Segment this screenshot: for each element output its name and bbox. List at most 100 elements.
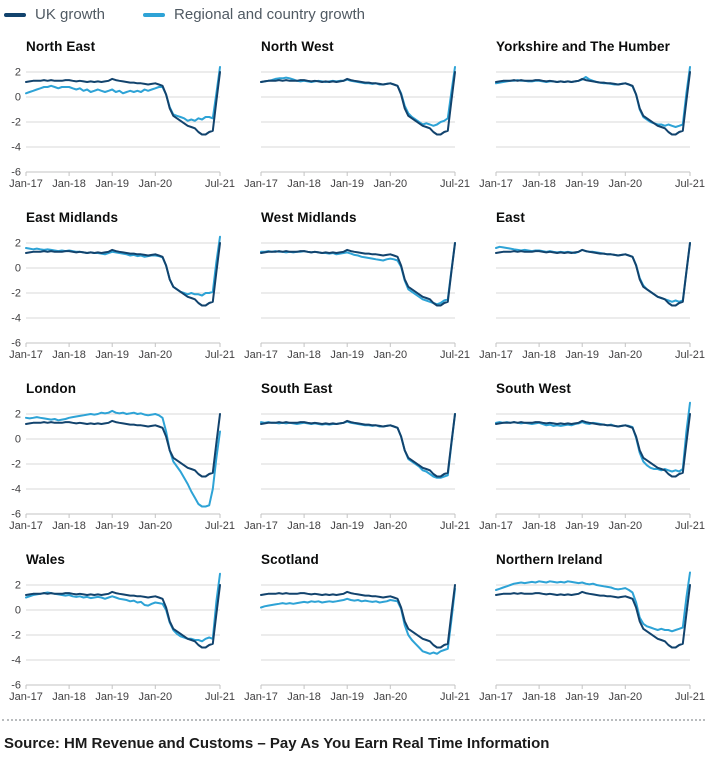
svg-text:-6: -6	[11, 509, 21, 521]
svg-text:Jan-20: Jan-20	[373, 178, 407, 190]
panel-title-scotland: Scotland	[261, 552, 319, 567]
panel-title-north-east: North East	[26, 39, 96, 54]
svg-text:2: 2	[15, 238, 21, 250]
panel-title-northern-ireland: Northern Ireland	[496, 552, 603, 567]
chart-panel-yorkshire-and-the-humber: Yorkshire and The Humber Jan-17 Jan-18 Jan…	[472, 39, 705, 190]
svg-text:-2: -2	[11, 117, 21, 129]
source-text: Source: HM Revenue and Customs – Pay As …	[4, 735, 550, 752]
svg-text:Jan-18: Jan-18	[522, 691, 556, 703]
svg-text:Jan-17: Jan-17	[244, 520, 278, 532]
panel-title-west-midlands: West Midlands	[261, 210, 357, 225]
svg-text:Jan-17: Jan-17	[244, 691, 278, 703]
svg-text:Jul-21: Jul-21	[675, 178, 705, 190]
chart-panel-northern-ireland: Northern Ireland Jan-17 Jan-18 Jan-19 Jan-2…	[472, 552, 705, 703]
svg-text:Jul-21: Jul-21	[205, 691, 235, 703]
svg-text:Jan-17: Jan-17	[9, 349, 43, 361]
svg-text:-6: -6	[11, 338, 21, 350]
svg-text:Jan-18: Jan-18	[52, 691, 86, 703]
svg-text:Jan-17: Jan-17	[244, 178, 278, 190]
line-chart-west-midlands: Jan-17 Jan-18 Jan-19 Jan-20 Jul-21	[244, 242, 470, 361]
svg-text:Jan-18: Jan-18	[522, 178, 556, 190]
chart-panel-east: East Jan-17 Jan-18 Jan-19 Jan-20 Jul-21	[472, 210, 705, 361]
uk-line-swatch	[4, 12, 26, 17]
svg-text:Jul-21: Jul-21	[205, 520, 235, 532]
svg-text:Jul-21: Jul-21	[440, 178, 470, 190]
panel-title-wales: Wales	[26, 552, 66, 567]
svg-text:-4: -4	[11, 655, 21, 667]
svg-text:0: 0	[15, 434, 21, 446]
svg-text:Jan-18: Jan-18	[522, 520, 556, 532]
svg-text:Jan-19: Jan-19	[565, 520, 599, 532]
svg-text:Jan-19: Jan-19	[330, 178, 364, 190]
legend-label-regional-growth: Regional and country growth	[174, 6, 365, 23]
svg-text:0: 0	[15, 263, 21, 275]
svg-text:Jan-17: Jan-17	[479, 520, 513, 532]
svg-text:Jan-18: Jan-18	[52, 349, 86, 361]
svg-text:Jan-20: Jan-20	[138, 691, 172, 703]
chart-panel-south-west: South West Jan-17 Jan-18 Jan-19 Jan-20 Jul-2…	[472, 381, 705, 532]
panel-title-london: London	[26, 381, 77, 396]
line-chart-south-west: Jan-17 Jan-18 Jan-19 Jan-20 Jul-21	[479, 401, 705, 532]
svg-text:Jan-18: Jan-18	[287, 349, 321, 361]
chart-legend: UK growth Regional and country growth	[2, 4, 705, 23]
line-chart-east: Jan-17 Jan-18 Jan-19 Jan-20 Jul-21	[479, 242, 705, 361]
chart-panel-west-midlands: West Midlands Jan-17 Jan-18 Jan-19 Jan-20 Ju…	[237, 210, 470, 361]
svg-text:Jan-17: Jan-17	[244, 349, 278, 361]
svg-text:Jul-21: Jul-21	[675, 520, 705, 532]
chart-panel-south-east: South East Jan-17 Jan-18 Jan-19 Jan-20 Jul-2…	[237, 381, 470, 532]
svg-text:Jan-20: Jan-20	[608, 178, 642, 190]
svg-text:-2: -2	[11, 630, 21, 642]
chart-panel-wales: Wales 2 0 -2 -4 -6 Jan-17 Jan-18 Jan-19 Jan-20 Ju…	[2, 552, 235, 703]
svg-text:Jan-17: Jan-17	[9, 520, 43, 532]
legend-label-uk-growth: UK growth	[35, 6, 106, 23]
svg-text:2: 2	[15, 67, 21, 79]
svg-text:Jan-17: Jan-17	[9, 178, 43, 190]
svg-text:Jan-19: Jan-19	[330, 349, 364, 361]
small-multiples-grid: North East 2 0 -2 -4 -6 Jan-17 Jan-18 Jan-19 Jan…	[2, 39, 705, 703]
panel-title-east-midlands: East Midlands	[26, 210, 119, 225]
svg-text:Jan-17: Jan-17	[479, 178, 513, 190]
svg-text:Jan-18: Jan-18	[287, 691, 321, 703]
svg-text:Jan-19: Jan-19	[330, 520, 364, 532]
svg-text:Jul-21: Jul-21	[205, 349, 235, 361]
svg-text:Jan-20: Jan-20	[608, 349, 642, 361]
svg-text:Jan-18: Jan-18	[287, 178, 321, 190]
line-chart-scotland: Jan-17 Jan-18 Jan-19 Jan-20 Jul-21	[244, 584, 470, 703]
chart-panel-north-east: North East 2 0 -2 -4 -6 Jan-17 Jan-18 Jan-19 Jan…	[2, 39, 235, 190]
svg-text:2: 2	[15, 580, 21, 592]
panel-title-east: East	[496, 210, 525, 225]
svg-text:Jul-21: Jul-21	[440, 349, 470, 361]
svg-text:Jan-17: Jan-17	[479, 349, 513, 361]
svg-text:Jan-20: Jan-20	[608, 691, 642, 703]
line-chart-north-west: Jan-17 Jan-18 Jan-19 Jan-20 Jul-21	[244, 66, 470, 190]
legend-item-regional-growth: Regional and country growth	[143, 6, 365, 23]
panel-title-south-west: South West	[496, 381, 571, 396]
svg-text:Jan-19: Jan-19	[95, 178, 129, 190]
chart-panel-east-midlands: East Midlands 2 0 -2 -4 -6 Jan-17 Jan-18 Jan-19…	[2, 210, 235, 361]
svg-text:-4: -4	[11, 313, 21, 325]
svg-text:Jul-21: Jul-21	[205, 178, 235, 190]
panel-title-yorkshire-and-the-humber: Yorkshire and The Humber	[496, 39, 670, 54]
svg-text:Jan-18: Jan-18	[52, 520, 86, 532]
svg-text:Jan-20: Jan-20	[138, 520, 172, 532]
svg-text:Jan-18: Jan-18	[522, 349, 556, 361]
regional-line-swatch	[143, 12, 166, 17]
svg-text:-4: -4	[11, 142, 21, 154]
svg-text:Jan-20: Jan-20	[608, 520, 642, 532]
svg-text:Jan-19: Jan-19	[330, 691, 364, 703]
svg-text:0: 0	[15, 605, 21, 617]
svg-text:Jan-19: Jan-19	[95, 691, 129, 703]
svg-text:Jan-19: Jan-19	[95, 349, 129, 361]
svg-text:Jan-19: Jan-19	[565, 349, 599, 361]
svg-text:-4: -4	[11, 484, 21, 496]
svg-text:Jan-17: Jan-17	[479, 691, 513, 703]
svg-text:Jan-20: Jan-20	[373, 691, 407, 703]
svg-text:Jan-20: Jan-20	[138, 349, 172, 361]
chart-panel-scotland: Scotland Jan-17 Jan-18 Jan-19 Jan-20 Jul-21	[237, 552, 470, 703]
svg-text:Jan-19: Jan-19	[565, 178, 599, 190]
svg-text:Jul-21: Jul-21	[675, 349, 705, 361]
svg-text:-2: -2	[11, 459, 21, 471]
chart-panel-north-west: North West Jan-17 Jan-18 Jan-19 Jan-20 Jul-2…	[237, 39, 470, 190]
